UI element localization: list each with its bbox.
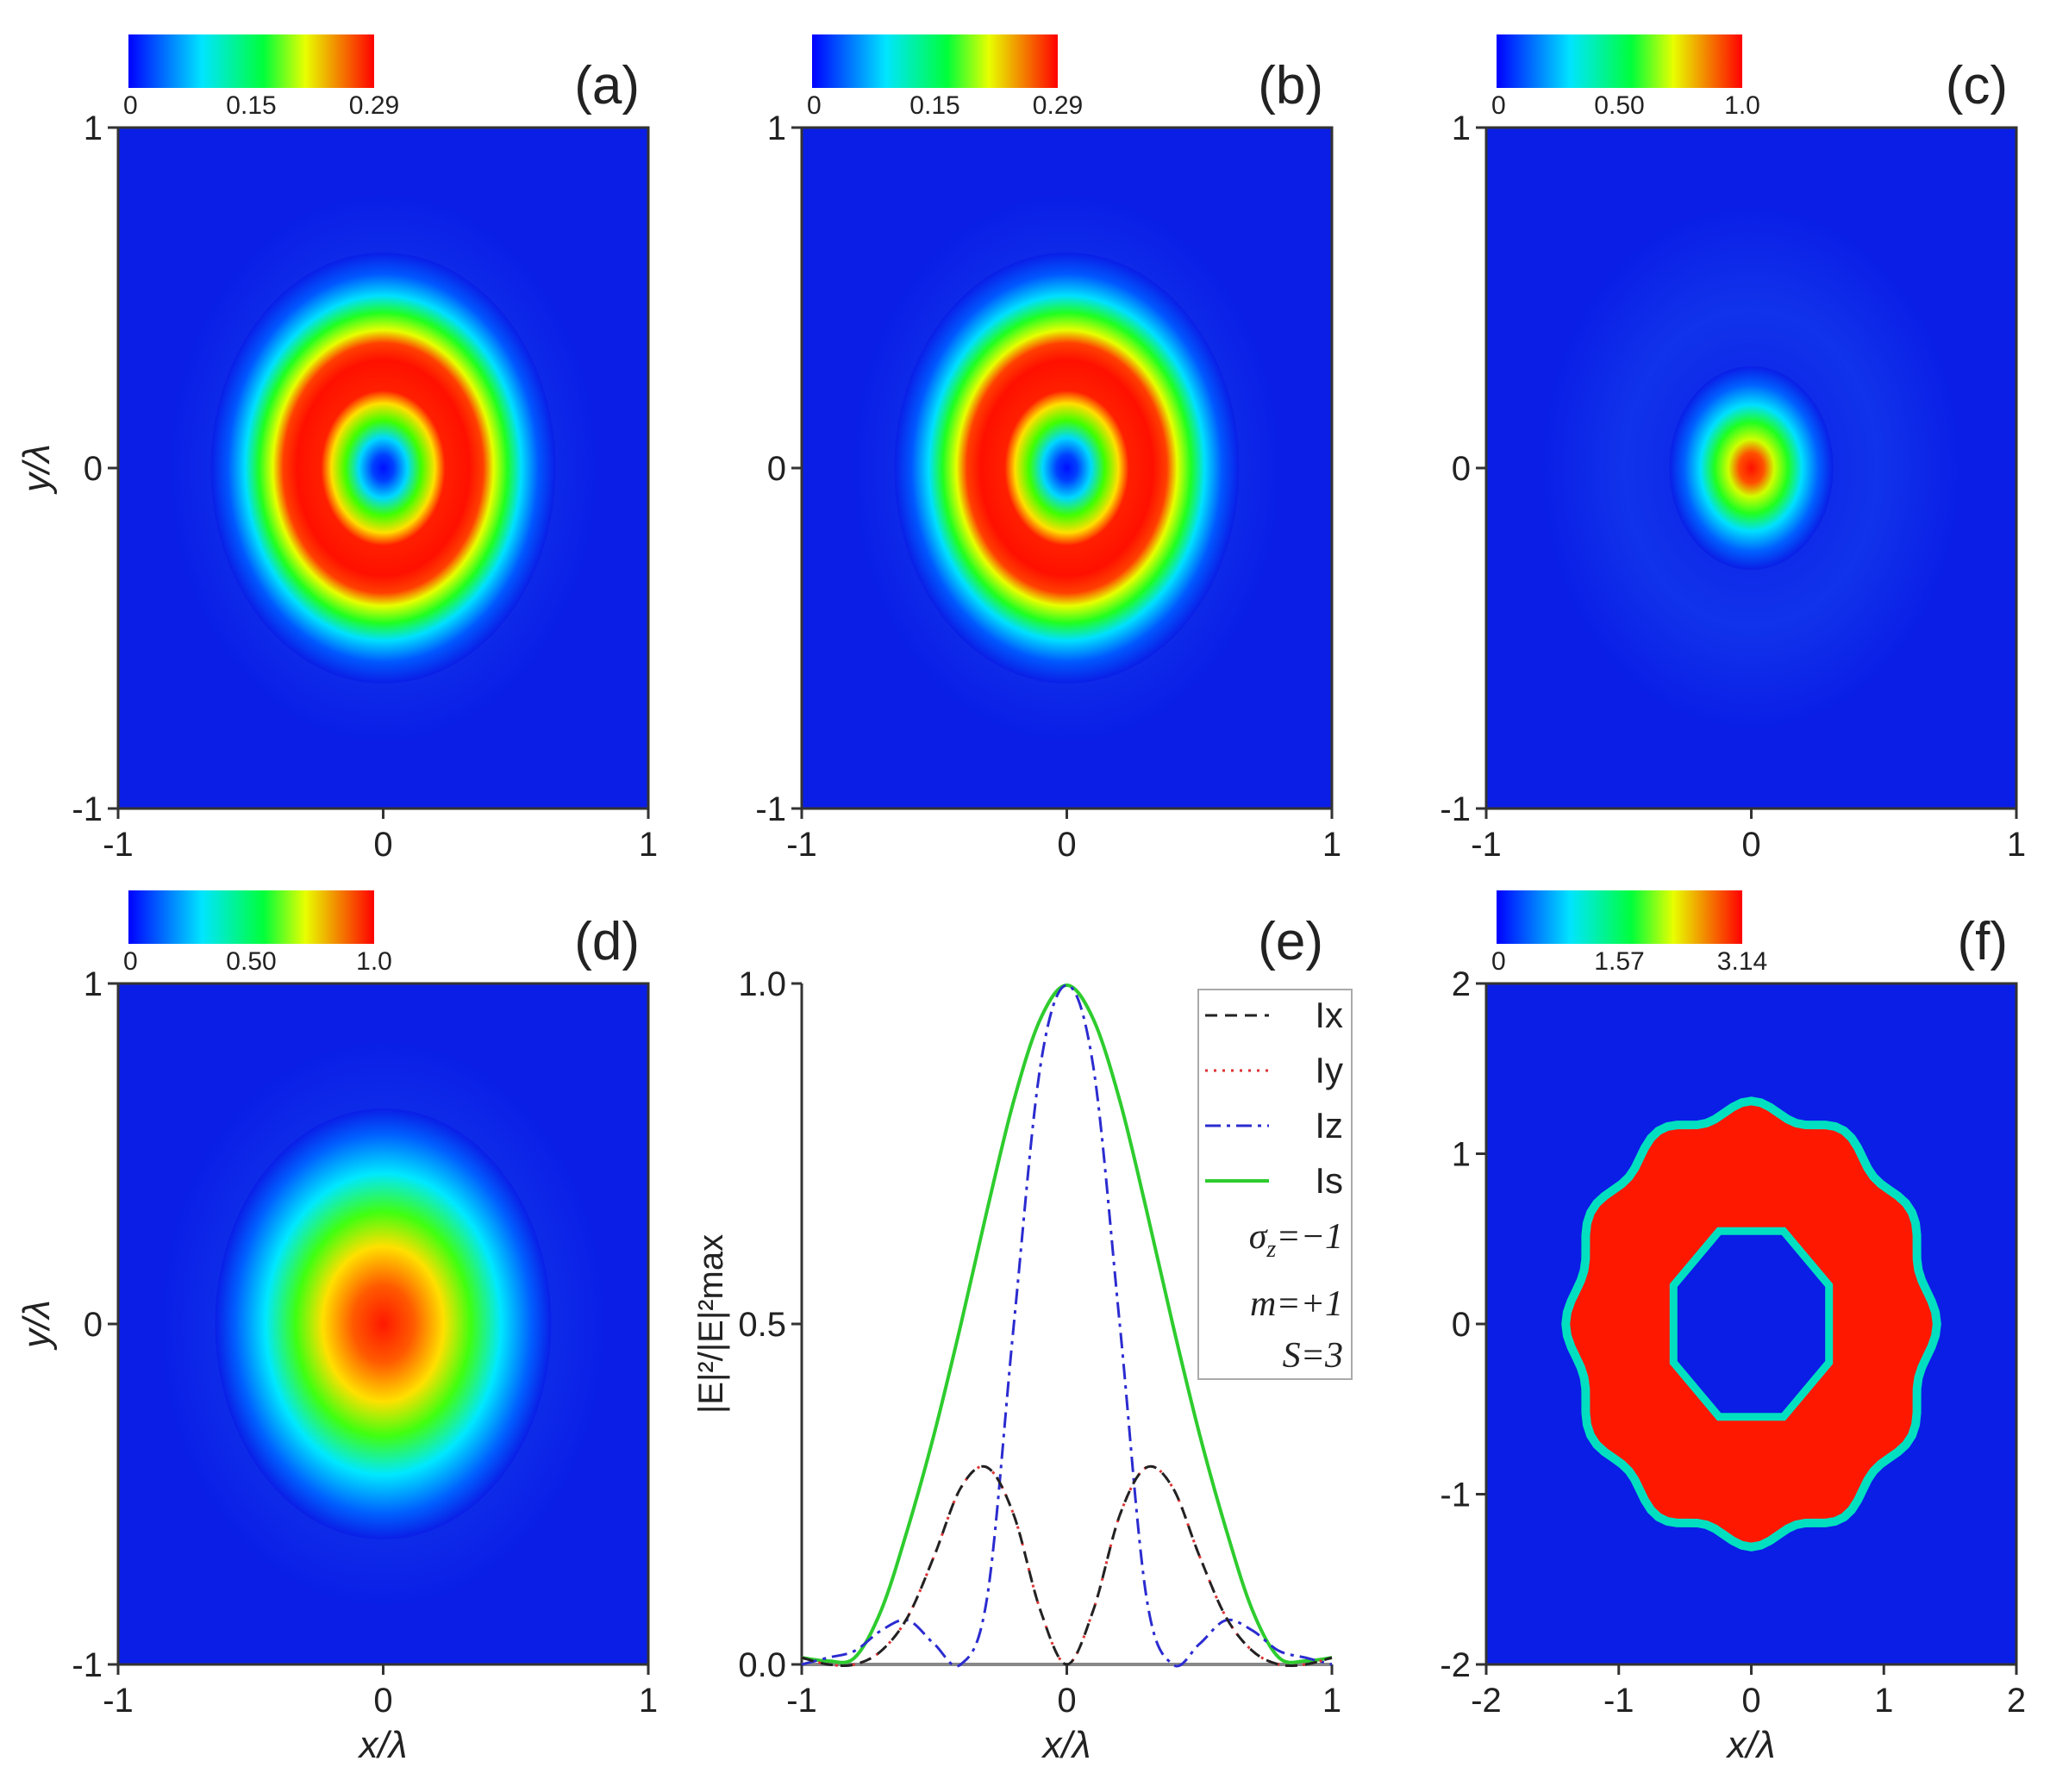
chart-ylabel: |E|²/|E|²max (692, 1234, 730, 1414)
panel-c-intensity-spot (1669, 366, 1834, 570)
panel-f-label: (f) (1957, 912, 2008, 971)
panel-d-ylabel: y/λ (16, 1300, 58, 1351)
panel-a-ylabel: y/λ (16, 444, 58, 495)
panel-f-ytick-label: 2 (1452, 965, 1471, 1003)
panel-b-intensity-ring (894, 253, 1240, 684)
panel-f-phase-hole (1669, 1227, 1834, 1421)
panel-d-ytick-label: 0 (84, 1306, 103, 1344)
panel-c-label: (c) (1946, 56, 2008, 116)
panel-c-colorbar-tick: 0 (1491, 91, 1506, 120)
panel-f-colorbar-tick: 1.57 (1594, 947, 1644, 976)
panel-a-xtick-label: -1 (103, 826, 134, 864)
panel-f-ytick-label: 1 (1452, 1136, 1471, 1174)
panel-a-ytick-label: 0 (84, 450, 103, 488)
panel-f-xlabel: x/λ (1726, 1724, 1776, 1766)
panel-f-ytick-label: -2 (1440, 1646, 1471, 1684)
panel-b-colorbar (812, 34, 1058, 88)
panel-d-xtick-label: 0 (373, 1682, 392, 1720)
panel-d-colorbar-tick: 0.50 (226, 947, 276, 976)
panel-c-colorbar (1497, 34, 1742, 88)
chart-label: (e) (1258, 912, 1323, 971)
legend-iz-label: Iz (1315, 1105, 1343, 1146)
panel-e: -1 0 1 1.0 0.5 0.0 (e) x/λ |E|²/|E|²max Ix Iy Iz Is σ… (692, 912, 1353, 1766)
panel-f: -2 -1 0 1 2 2 1 0 -1 -2 0 1.57 3.14 (f) x/λ (1440, 890, 2026, 1766)
panel-c: -1 0 110-10 0.50 1.0 (c) (1440, 34, 2026, 864)
panel-c-ytick-label: 1 (1452, 109, 1471, 147)
panel-f-ytick-label: 0 (1452, 1306, 1471, 1344)
panel-d-colorbar-tick: 1.0 (356, 947, 392, 976)
panel-c-ytick-label: 0 (1452, 450, 1471, 488)
series-iz-line (801, 983, 1333, 1668)
panel-b-ytick-label: -1 (755, 790, 786, 828)
series-is-line (801, 983, 1333, 1664)
panel-c-ytick-label: -1 (1440, 790, 1471, 828)
chart-ytick-label: 1.0 (738, 965, 786, 1003)
panel-d-xlabel: x/λ (358, 1724, 408, 1766)
panel-a-ytick-label: 1 (84, 109, 103, 147)
panel-b-colorbar-tick: 0.29 (1033, 91, 1083, 120)
panel-c-colorbar-tick: 1.0 (1724, 91, 1760, 120)
panel-a-colorbar-tick: 0.15 (226, 91, 276, 120)
panel-d-xtick-label: 1 (639, 1682, 658, 1720)
legend-is-label: Is (1315, 1160, 1343, 1201)
chart-ytick-label: 0.0 (738, 1646, 786, 1684)
panel-f-xtick-label: -1 (1603, 1682, 1634, 1720)
panel-f-xtick-label: 1 (1874, 1682, 1893, 1720)
panel-a-label: (a) (574, 56, 640, 116)
panel-d-intensity-spot (215, 1108, 552, 1539)
chart-xtick-label: -1 (786, 1682, 817, 1720)
panel-b-xtick-label: -1 (786, 826, 817, 864)
panel-a-colorbar-tick: 0 (123, 91, 138, 120)
panel-c-colorbar-tick: 0.50 (1594, 91, 1644, 120)
panel-c-xtick-label: 0 (1741, 826, 1760, 864)
legend-ix-label: Ix (1315, 995, 1343, 1035)
panel-b-label: (b) (1258, 56, 1323, 116)
panel-b-colorbar-tick: 0.15 (909, 91, 959, 120)
panel-b-xtick-label: 0 (1057, 826, 1076, 864)
panel-c-xtick-label: 1 (2007, 826, 2026, 864)
legend-iy-label: Iy (1315, 1050, 1343, 1090)
panel-d-colorbar (128, 890, 374, 944)
panel-f-ytick-label: -1 (1440, 1477, 1471, 1514)
panel-c-xtick-label: -1 (1471, 826, 1502, 864)
param-sigma: σz=−1 (1249, 1217, 1343, 1263)
panel-b-ytick-label: 1 (767, 109, 786, 147)
panel-b-colorbar-tick: 0 (807, 91, 822, 120)
param-m: m=+1 (1250, 1284, 1343, 1324)
panel-f-xtick-label: 2 (2007, 1682, 2026, 1720)
chart-ytick-label: 0.5 (738, 1306, 786, 1344)
chart-legend (1197, 989, 1353, 1380)
panel-d: -1 0 110-10 0.50 1.0 (d)y/λx/λ (16, 890, 658, 1766)
series-ix-line (801, 1464, 1333, 1668)
chart-xtick-label: 1 (1322, 1682, 1341, 1720)
panel-a-ytick-label: -1 (72, 790, 103, 828)
panel-b-ytick-label: 0 (767, 450, 786, 488)
panel-f-colorbar-tick: 3.14 (1717, 947, 1767, 976)
panel-a: -1 0 110-10 0.15 0.29 (a)y/λ (16, 34, 658, 864)
panel-f-xtick-label: 0 (1741, 1682, 1760, 1720)
panel-b: -1 0 110-10 0.15 0.29 (b) (755, 34, 1341, 864)
panel-a-intensity-ring (210, 253, 556, 684)
series-iy-line (801, 1464, 1333, 1668)
chart-xtick-label: 0 (1057, 1682, 1076, 1720)
chart-xlabel: x/λ (1041, 1724, 1091, 1766)
panel-f-colorbar (1497, 890, 1742, 944)
panel-a-colorbar-tick: 0.29 (349, 91, 399, 120)
param-s: S=3 (1283, 1336, 1343, 1376)
panel-a-xtick-label: 0 (373, 826, 392, 864)
panel-d-xtick-label: -1 (103, 1682, 134, 1720)
panel-a-xtick-label: 1 (639, 826, 658, 864)
panel-b-xtick-label: 1 (1322, 826, 1341, 864)
panel-d-colorbar-tick: 0 (123, 947, 138, 976)
panel-d-ytick-label: -1 (72, 1646, 103, 1684)
panel-f-colorbar-tick: 0 (1491, 947, 1506, 976)
panel-f-xtick-label: -2 (1471, 1682, 1502, 1720)
panel-d-label: (d) (574, 912, 640, 971)
panel-a-colorbar (128, 34, 374, 88)
panel-d-ytick-label: 1 (84, 965, 103, 1003)
